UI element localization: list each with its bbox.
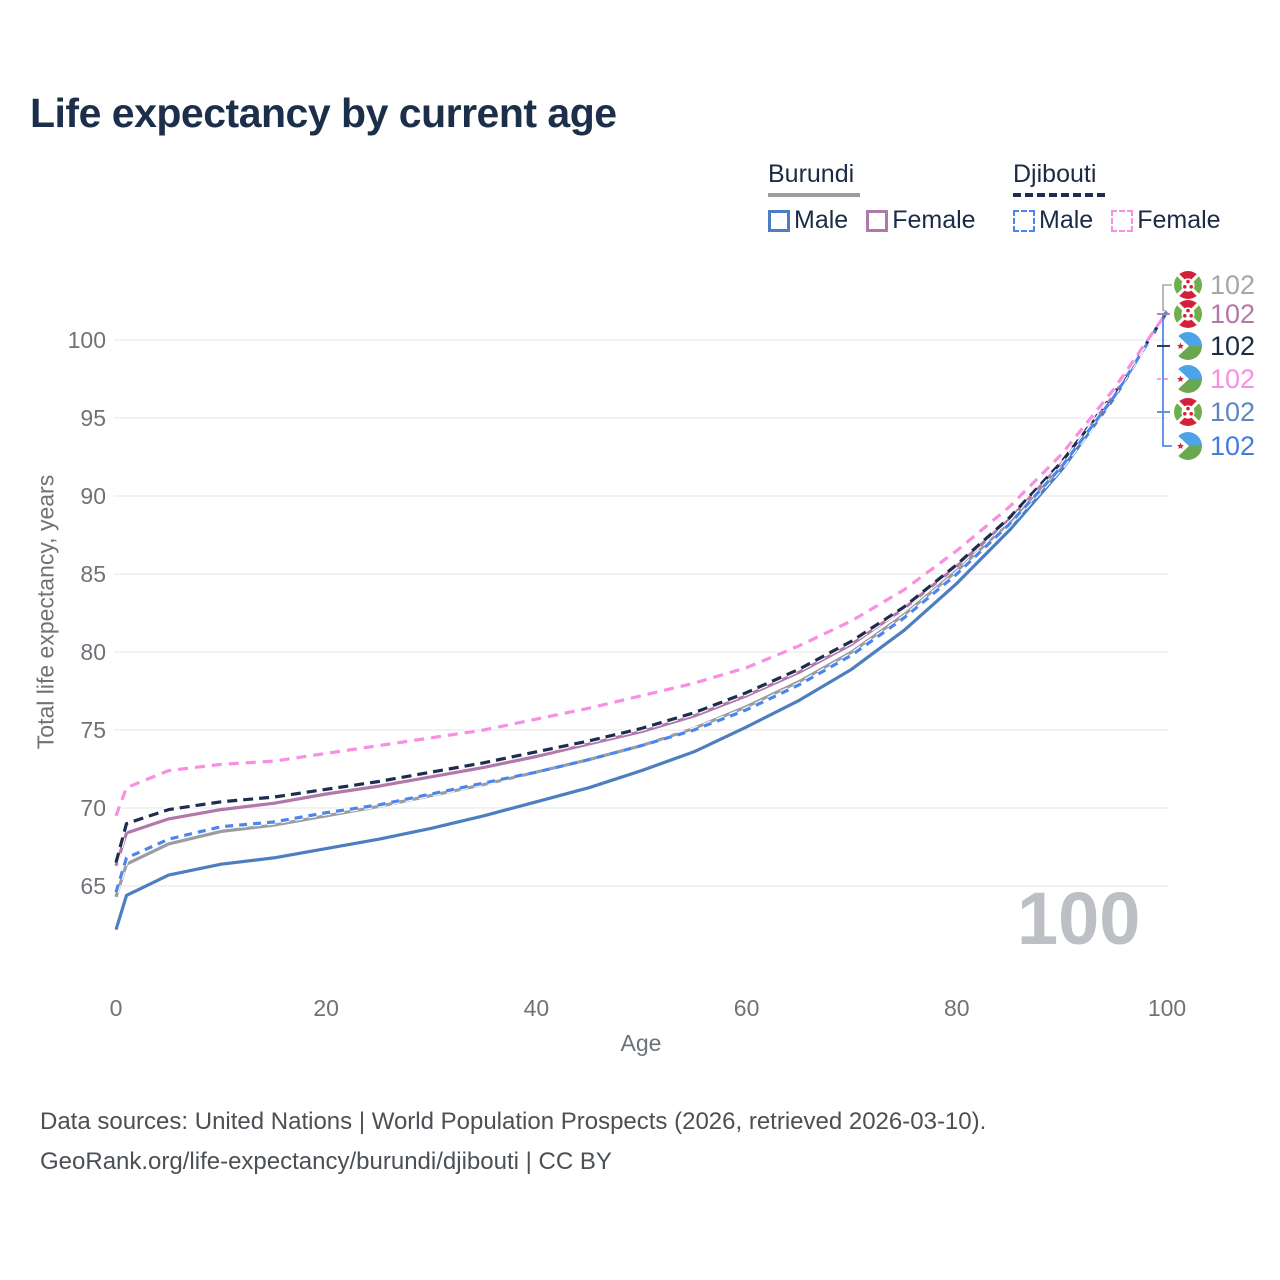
page-title: Life expectancy by current age xyxy=(30,90,617,136)
djibouti-male-swatch xyxy=(1013,209,1035,232)
endpoint-value: 102 xyxy=(1210,270,1256,300)
line-burundi-male xyxy=(114,311,1169,931)
endpoint-value: 102 xyxy=(1210,364,1256,394)
y-tick-label: 100 xyxy=(68,327,106,353)
legend-label: Male xyxy=(794,206,849,234)
x-tick-label: 40 xyxy=(524,995,550,1021)
data-sources-text: Data sources: United Nations | World Pop… xyxy=(40,1108,987,1135)
legend-label: Male xyxy=(1039,206,1094,234)
x-tick-label: 20 xyxy=(313,995,339,1021)
burundi-flag-icon xyxy=(1174,300,1202,328)
legend-item-djibouti-male[interactable]: Male xyxy=(1013,206,1093,235)
x-tick-label: 60 xyxy=(734,995,760,1021)
legend-item-burundi-male[interactable]: Male xyxy=(768,206,848,235)
leader-line xyxy=(1162,311,1172,447)
endpoint-label: 102 xyxy=(1174,300,1255,328)
y-tick-label: 80 xyxy=(80,639,106,665)
legend-burundi-line-sample xyxy=(768,193,860,197)
legend-label: Female xyxy=(1137,206,1221,234)
line-burundi-all xyxy=(114,311,1169,898)
leader-line xyxy=(1162,284,1172,313)
line-djibouti-all xyxy=(114,311,1169,864)
legend-country-djibouti[interactable]: Djibouti xyxy=(1013,160,1097,188)
djibouti-flag-icon xyxy=(1174,365,1202,393)
legend-country-burundi[interactable]: Burundi xyxy=(768,160,855,188)
line-djibouti-female xyxy=(114,310,1169,817)
y-tick-label: 70 xyxy=(80,795,106,821)
legend-group-burundi: Burundi Male Female xyxy=(768,160,976,235)
line-casing xyxy=(113,310,1170,817)
burundi-flag-icon xyxy=(1174,271,1202,299)
line-casing xyxy=(113,310,1170,864)
djibouti-flag-icon xyxy=(1174,432,1202,460)
legend-item-djibouti-female[interactable]: Female xyxy=(1111,206,1221,235)
endpoint-value: 102 xyxy=(1210,299,1256,329)
endpoint-label: 102 xyxy=(1174,365,1255,393)
x-tick-label: 0 xyxy=(110,995,123,1021)
x-tick-label: 80 xyxy=(944,995,970,1021)
y-tick-label: 85 xyxy=(80,561,106,587)
y-tick-label: 90 xyxy=(80,483,106,509)
legend-group-djibouti: Djibouti Male Female xyxy=(1013,160,1221,235)
x-axis-title: Age xyxy=(620,1030,662,1056)
legend-item-burundi-female[interactable]: Female xyxy=(866,206,976,235)
endpoint-label: 102 xyxy=(1174,398,1255,426)
endpoint-value: 102 xyxy=(1210,397,1256,427)
x-tick-label: 100 xyxy=(1148,995,1186,1021)
line-casing xyxy=(113,310,1170,894)
burundi-flag-icon xyxy=(1174,398,1202,426)
endpoint-label: 102 xyxy=(1174,271,1255,299)
djibouti-female-swatch xyxy=(1111,209,1134,232)
y-tick-label: 65 xyxy=(80,873,106,899)
burundi-female-swatch xyxy=(866,209,889,232)
legend-label: Female xyxy=(892,206,976,234)
y-tick-label: 75 xyxy=(80,717,106,743)
endpoint-value: 102 xyxy=(1210,431,1256,461)
y-tick-label: 95 xyxy=(80,405,106,431)
endpoint-label: 102 xyxy=(1174,332,1255,360)
line-djibouti-male xyxy=(114,311,1169,893)
line-burundi-female xyxy=(114,311,1169,867)
attribution-link[interactable]: GeoRank.org/life-expectancy/burundi/djib… xyxy=(40,1148,612,1175)
djibouti-flag-icon xyxy=(1174,332,1202,360)
legend-djibouti-line-sample xyxy=(1013,193,1105,197)
age-counter-watermark: 100 xyxy=(1017,877,1141,960)
y-axis-title: Total life expectancy, years xyxy=(32,474,59,750)
endpoint-label: 102 xyxy=(1174,432,1255,460)
endpoint-value: 102 xyxy=(1210,331,1256,361)
burundi-male-swatch xyxy=(768,209,790,232)
